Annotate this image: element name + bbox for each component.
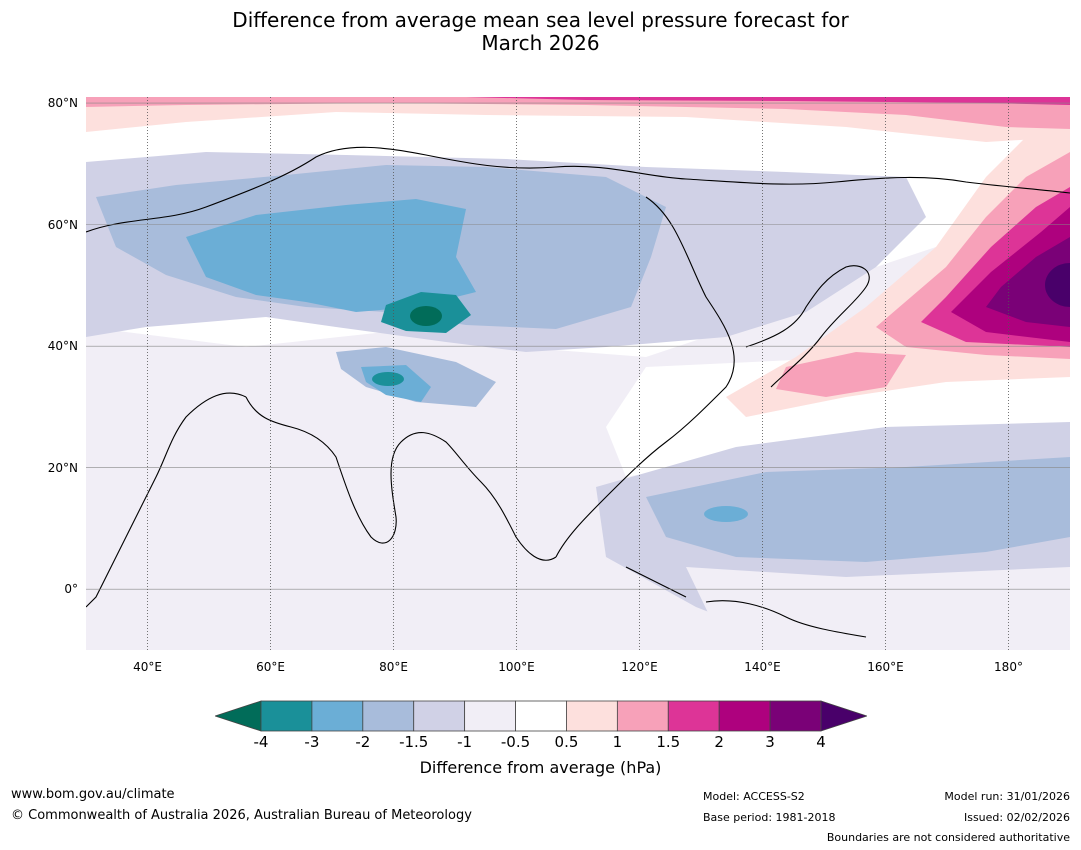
colorbar-tick-label: -1.5 — [399, 733, 429, 751]
contour-pos-3 — [986, 237, 1070, 327]
contour-tibet-neg-3 — [372, 372, 404, 386]
colorbar-tick-label: -1 — [457, 733, 473, 751]
model-run-date: Model run: 31/01/2026 — [944, 790, 1070, 803]
latitude-tick-label: 0° — [64, 582, 78, 597]
colorbar-tick-label: 1 — [612, 733, 623, 751]
contour-arctic-pos-1 — [86, 97, 1070, 129]
colorbar-tick-label: -4 — [253, 733, 269, 751]
longitude-tick-label: 180° — [994, 660, 1023, 674]
copyright-notice: © Commonwealth of Australia 2026, Austra… — [11, 808, 472, 823]
pressure-anomaly-map — [86, 97, 1070, 650]
colorbar-segment — [413, 700, 466, 732]
latitude-tick-label: 20°N — [47, 460, 78, 475]
model-name: Model: ACCESS-S2 — [703, 790, 805, 803]
contour-pos-4 — [1045, 263, 1070, 307]
chart-title: Difference from average mean sea level p… — [0, 9, 1081, 55]
colorbar-segment — [667, 700, 720, 732]
colorbar-segment — [616, 700, 669, 732]
colorbar — [213, 700, 869, 732]
colorbar-tick-label: -3 — [304, 733, 320, 751]
colorbar-tick-label: 2 — [714, 733, 724, 751]
contour-pos-1-west — [776, 352, 906, 397]
colorbar-canvas — [213, 700, 869, 732]
map-canvas — [86, 97, 1070, 650]
contour-pacific-neg-2 — [704, 506, 748, 522]
colorbar-segment — [718, 700, 771, 732]
colorbar-segment — [311, 700, 364, 732]
longitude-tick-label: 100°E — [498, 660, 535, 674]
longitude-tick-label: 140°E — [744, 660, 781, 674]
longitude-tick-label: 80°E — [379, 660, 408, 674]
contour-neg-2 — [186, 199, 476, 312]
graticule — [86, 97, 1070, 650]
issued-date: Issued: 02/02/2026 — [963, 811, 1070, 824]
colorbar-segment — [769, 700, 822, 732]
longitude-tick-label: 60°E — [256, 660, 285, 674]
latitude-tick-label: 80°N — [47, 96, 78, 111]
latitude-tick-label: 60°N — [47, 217, 78, 232]
coastlines — [86, 146, 1070, 638]
colorbar-under-arrow — [213, 700, 262, 732]
colorbar-label: Difference from average (hPa) — [419, 758, 662, 777]
latitude-tick-label: 40°N — [47, 339, 78, 354]
colorbar-over-arrow — [820, 700, 869, 732]
colorbar-tick-label: 4 — [816, 733, 826, 751]
longitude-tick-label: 40°E — [133, 660, 162, 674]
longitude-tick-label: 160°E — [867, 660, 904, 674]
colorbar-tick-label: 0.5 — [554, 733, 579, 751]
colorbar-segment — [362, 700, 415, 732]
contour-neg-4-tarim — [410, 306, 442, 326]
colorbar-tick-label: -0.5 — [500, 733, 531, 751]
colorbar-segment — [515, 700, 567, 732]
contour-equator-neutral — [686, 567, 1070, 650]
contour-pacific-neg-1-5 — [646, 457, 1070, 562]
colorbar-tick-label: 3 — [765, 733, 775, 751]
title-line-1: Difference from average mean sea level p… — [232, 8, 849, 32]
boundaries-disclaimer: Boundaries are not considered authoritat… — [826, 831, 1070, 844]
colorbar-tick-label: 1.5 — [656, 733, 681, 751]
colorbar-tick-label: -2 — [355, 733, 371, 751]
title-line-2: March 2026 — [481, 31, 600, 55]
colorbar-segment — [260, 700, 313, 732]
colorbar-segment — [566, 700, 618, 732]
contour-arctic-pos-2 — [466, 97, 1070, 105]
base-period: Base period: 1981-2018 — [703, 811, 836, 824]
colorbar-segment — [464, 700, 516, 732]
longitude-tick-label: 120°E — [621, 660, 658, 674]
website-link[interactable]: www.bom.gov.au/climate — [11, 787, 175, 802]
